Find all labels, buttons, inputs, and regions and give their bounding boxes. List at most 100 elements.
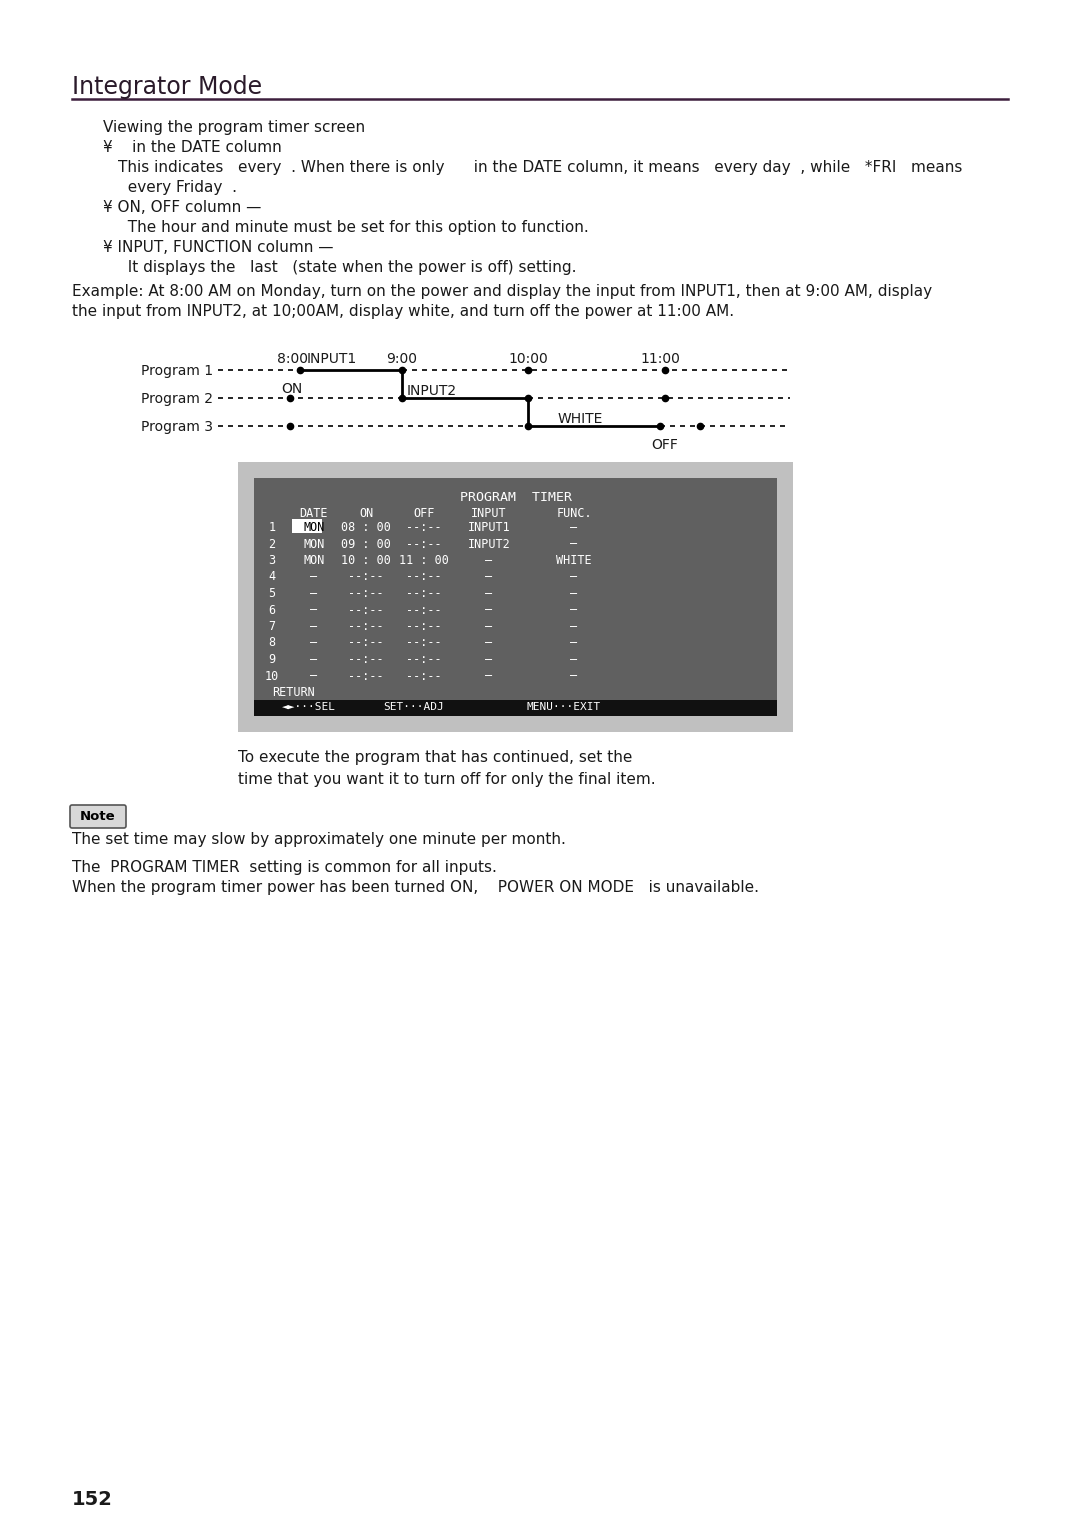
FancyBboxPatch shape — [254, 478, 777, 717]
Text: 10 : 00: 10 : 00 — [341, 555, 391, 567]
Text: Program 2: Program 2 — [141, 393, 213, 406]
Text: 9:00: 9:00 — [387, 351, 418, 367]
Text: –: – — [570, 637, 578, 649]
Text: Viewing the program timer screen: Viewing the program timer screen — [103, 121, 365, 134]
Text: –: – — [485, 604, 492, 616]
Text: To execute the program that has continued, set the: To execute the program that has continue… — [238, 750, 633, 766]
Text: –: – — [310, 620, 318, 633]
FancyBboxPatch shape — [254, 700, 777, 717]
Text: ¥    in the DATE column: ¥ in the DATE column — [103, 141, 282, 154]
Text: –: – — [485, 587, 492, 601]
Text: time that you want it to turn off for only the final item.: time that you want it to turn off for on… — [238, 772, 656, 787]
Text: 7: 7 — [269, 620, 275, 633]
Text: 3: 3 — [269, 555, 275, 567]
Text: –: – — [310, 587, 318, 601]
Text: –: – — [485, 570, 492, 584]
Text: –: – — [310, 637, 318, 649]
Text: --:--: --:-- — [406, 669, 442, 683]
Text: –: – — [485, 669, 492, 683]
Text: ◄►···SEL: ◄►···SEL — [282, 701, 336, 712]
Text: 8: 8 — [269, 637, 275, 649]
Text: --:--: --:-- — [406, 652, 442, 666]
Text: ON: ON — [359, 507, 373, 520]
Text: 1: 1 — [269, 521, 275, 533]
Text: 152: 152 — [72, 1490, 113, 1510]
Text: 4: 4 — [269, 570, 275, 584]
Text: 10: 10 — [265, 669, 279, 683]
Text: PROGRAM  TIMER: PROGRAM TIMER — [459, 490, 571, 504]
FancyBboxPatch shape — [70, 805, 126, 828]
Text: ON: ON — [282, 382, 302, 396]
Text: Program 3: Program 3 — [141, 420, 213, 434]
Text: –: – — [485, 620, 492, 633]
Text: MENU···EXIT: MENU···EXIT — [527, 701, 602, 712]
Text: –: – — [570, 669, 578, 683]
Text: INPUT1: INPUT1 — [468, 521, 511, 533]
Text: --:--: --:-- — [406, 604, 442, 616]
Text: 11:00: 11:00 — [640, 351, 680, 367]
Text: --:--: --:-- — [406, 538, 442, 550]
Text: RETURN: RETURN — [272, 686, 314, 698]
Text: –: – — [485, 555, 492, 567]
Text: The  PROGRAM TIMER  setting is common for all inputs.: The PROGRAM TIMER setting is common for … — [72, 860, 497, 876]
Text: OFF: OFF — [414, 507, 434, 520]
Text: --:--: --:-- — [406, 587, 442, 601]
Text: --:--: --:-- — [406, 620, 442, 633]
Text: 6: 6 — [269, 604, 275, 616]
Text: Example: At 8:00 AM on Monday, turn on the power and display the input from INPU: Example: At 8:00 AM on Monday, turn on t… — [72, 284, 932, 299]
Text: –: – — [570, 620, 578, 633]
Text: MON: MON — [303, 555, 325, 567]
Text: MON: MON — [303, 538, 325, 550]
Text: --:--: --:-- — [348, 669, 383, 683]
Text: When the program timer power has been turned ON,    POWER ON MODE   is unavailab: When the program timer power has been tu… — [72, 880, 759, 895]
Text: –: – — [570, 604, 578, 616]
Text: –: – — [570, 570, 578, 584]
Text: --:--: --:-- — [406, 521, 442, 533]
Text: INPUT2: INPUT2 — [407, 384, 457, 397]
Text: –: – — [485, 637, 492, 649]
Text: –: – — [485, 652, 492, 666]
Text: 9: 9 — [269, 652, 275, 666]
Text: --:--: --:-- — [406, 637, 442, 649]
Text: –: – — [310, 669, 318, 683]
Text: Note: Note — [80, 810, 116, 824]
Text: FUNC.: FUNC. — [556, 507, 592, 520]
Text: INPUT1: INPUT1 — [307, 351, 357, 367]
Text: INPUT: INPUT — [471, 507, 507, 520]
Text: Program 1: Program 1 — [140, 364, 213, 377]
FancyBboxPatch shape — [238, 461, 793, 732]
Text: --:--: --:-- — [406, 570, 442, 584]
Text: --:--: --:-- — [348, 587, 383, 601]
Text: --:--: --:-- — [348, 620, 383, 633]
Text: The hour and minute must be set for this option to function.: The hour and minute must be set for this… — [118, 220, 589, 235]
Text: WHITE: WHITE — [558, 413, 604, 426]
Text: DATE: DATE — [300, 507, 328, 520]
Text: –: – — [310, 570, 318, 584]
Text: INPUT2: INPUT2 — [468, 538, 511, 550]
Text: –: – — [310, 652, 318, 666]
Text: The set time may slow by approximately one minute per month.: The set time may slow by approximately o… — [72, 833, 566, 847]
Text: ¥ ON, OFF column —: ¥ ON, OFF column — — [103, 200, 261, 215]
Text: every Friday  .: every Friday . — [118, 180, 237, 196]
Text: SET···ADJ: SET···ADJ — [383, 701, 444, 712]
Text: –: – — [570, 652, 578, 666]
Text: --:--: --:-- — [348, 604, 383, 616]
Text: It displays the   last   (state when the power is off) setting.: It displays the last (state when the pow… — [118, 260, 577, 275]
Text: –: – — [570, 587, 578, 601]
Text: OFF: OFF — [651, 439, 678, 452]
Text: WHITE: WHITE — [556, 555, 592, 567]
Text: –: – — [570, 538, 578, 550]
Text: the input from INPUT2, at 10;00AM, display white, and turn off the power at 11:0: the input from INPUT2, at 10;00AM, displ… — [72, 304, 734, 319]
Text: 11 : 00: 11 : 00 — [400, 555, 449, 567]
Text: –: – — [310, 604, 318, 616]
Text: MON: MON — [303, 521, 325, 533]
FancyBboxPatch shape — [292, 520, 322, 533]
Text: --:--: --:-- — [348, 637, 383, 649]
Text: 10:00: 10:00 — [508, 351, 548, 367]
Text: 2: 2 — [269, 538, 275, 550]
Text: --:--: --:-- — [348, 570, 383, 584]
Text: 09 : 00: 09 : 00 — [341, 538, 391, 550]
Text: 8:00: 8:00 — [276, 351, 308, 367]
Text: ¥ INPUT, FUNCTION column —: ¥ INPUT, FUNCTION column — — [103, 240, 334, 255]
Text: 08 : 00: 08 : 00 — [341, 521, 391, 533]
